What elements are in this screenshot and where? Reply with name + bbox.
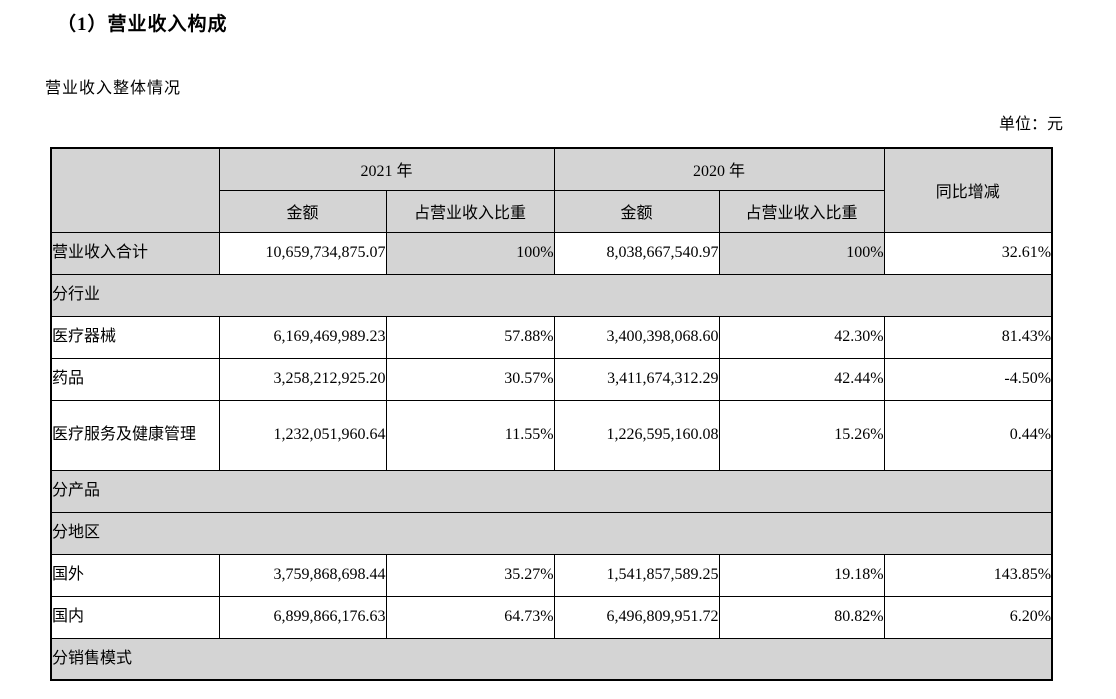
row-label-cell: 国外 bbox=[50, 553, 220, 597]
unit-label: 单位：元 bbox=[998, 116, 1063, 133]
section-label-cell: 分产品 bbox=[50, 469, 1053, 513]
table-row: 医疗服务及健康管理 1,232,051,960.64 11.55% 1,226,… bbox=[50, 399, 1053, 471]
ratio-2021-cell: 64.73% bbox=[385, 595, 555, 639]
revenue-composition-table: 2021 年 2020 年 同比增减 金额 占营业收入比重 金额 占营业收入比重… bbox=[50, 147, 1054, 681]
header-amount-2021: 金额 bbox=[218, 189, 387, 233]
table-row: 药品 3,258,212,925.20 30.57% 3,411,674,312… bbox=[50, 357, 1053, 401]
header-corner-cell bbox=[50, 147, 220, 233]
section-label-cell: 分行业 bbox=[50, 273, 1053, 317]
amount-2021-cell: 10,659,734,875.07 bbox=[218, 231, 387, 275]
yoy-cell: 143.85% bbox=[883, 553, 1053, 597]
page-subtitle: 营业收入整体情况 bbox=[45, 80, 182, 97]
amount-2021-cell: 6,899,866,176.63 bbox=[218, 595, 387, 639]
ratio-2021-cell: 57.88% bbox=[385, 315, 555, 359]
amount-2020-cell: 8,038,667,540.97 bbox=[553, 231, 720, 275]
table-row-total: 营业收入合计 10,659,734,875.07 100% 8,038,667,… bbox=[50, 231, 1053, 275]
yoy-cell: 6.20% bbox=[883, 595, 1053, 639]
ratio-2020-cell: 19.18% bbox=[718, 553, 885, 597]
ratio-2020-cell: 80.82% bbox=[718, 595, 885, 639]
header-ratio-2020: 占营业收入比重 bbox=[718, 189, 885, 233]
header-year-2021: 2021 年 bbox=[218, 147, 555, 191]
table-row: 医疗器械 6,169,469,989.23 57.88% 3,400,398,0… bbox=[50, 315, 1053, 359]
row-label-cell: 国内 bbox=[50, 595, 220, 639]
header-yoy: 同比增减 bbox=[883, 147, 1053, 233]
ratio-2020-cell: 42.30% bbox=[718, 315, 885, 359]
row-label-cell: 营业收入合计 bbox=[50, 231, 220, 275]
amount-2020-cell: 1,541,857,589.25 bbox=[553, 553, 720, 597]
ratio-2021-cell: 11.55% bbox=[385, 399, 555, 471]
row-label-cell: 药品 bbox=[50, 357, 220, 401]
ratio-2021-cell: 35.27% bbox=[385, 553, 555, 597]
table-row: 国外 3,759,868,698.44 35.27% 1,541,857,589… bbox=[50, 553, 1053, 597]
row-label-cell: 医疗服务及健康管理 bbox=[50, 399, 220, 471]
amount-2020-cell: 3,400,398,068.60 bbox=[553, 315, 720, 359]
ratio-2020-cell: 100% bbox=[718, 231, 885, 275]
amount-2021-cell: 1,232,051,960.64 bbox=[218, 399, 387, 471]
ratio-2020-cell: 42.44% bbox=[718, 357, 885, 401]
section-label-cell: 分地区 bbox=[50, 511, 1053, 555]
header-ratio-2021: 占营业收入比重 bbox=[385, 189, 555, 233]
table-section-row-industry: 分行业 bbox=[50, 273, 1053, 317]
amount-2021-cell: 6,169,469,989.23 bbox=[218, 315, 387, 359]
amount-2021-cell: 3,258,212,925.20 bbox=[218, 357, 387, 401]
section-label-cell: 分销售模式 bbox=[50, 637, 1053, 681]
ratio-2021-cell: 30.57% bbox=[385, 357, 555, 401]
header-year-2020: 2020 年 bbox=[553, 147, 885, 191]
ratio-2021-cell: 100% bbox=[385, 231, 555, 275]
amount-2020-cell: 6,496,809,951.72 bbox=[553, 595, 720, 639]
amount-2020-cell: 3,411,674,312.29 bbox=[553, 357, 720, 401]
table-row: 国内 6,899,866,176.63 64.73% 6,496,809,951… bbox=[50, 595, 1053, 639]
yoy-cell: 32.61% bbox=[883, 231, 1053, 275]
table-header-row-subcols: 金额 占营业收入比重 金额 占营业收入比重 bbox=[51, 189, 1052, 233]
yoy-cell: 0.44% bbox=[883, 399, 1053, 471]
amount-2021-cell: 3,759,868,698.44 bbox=[218, 553, 387, 597]
table-section-row-product: 分产品 bbox=[50, 469, 1053, 513]
page-title: （1）营业收入构成 bbox=[57, 14, 228, 35]
table-section-row-sales-mode: 分销售模式 bbox=[50, 637, 1053, 681]
header-amount-2020: 金额 bbox=[553, 189, 720, 233]
table-header-row-years: 2021 年 2020 年 同比增减 bbox=[50, 147, 1053, 233]
amount-2020-cell: 1,226,595,160.08 bbox=[553, 399, 720, 471]
table-section-row-region: 分地区 bbox=[50, 511, 1053, 555]
yoy-cell: -4.50% bbox=[883, 357, 1053, 401]
yoy-cell: 81.43% bbox=[883, 315, 1053, 359]
row-label-cell: 医疗器械 bbox=[50, 315, 220, 359]
ratio-2020-cell: 15.26% bbox=[718, 399, 885, 471]
